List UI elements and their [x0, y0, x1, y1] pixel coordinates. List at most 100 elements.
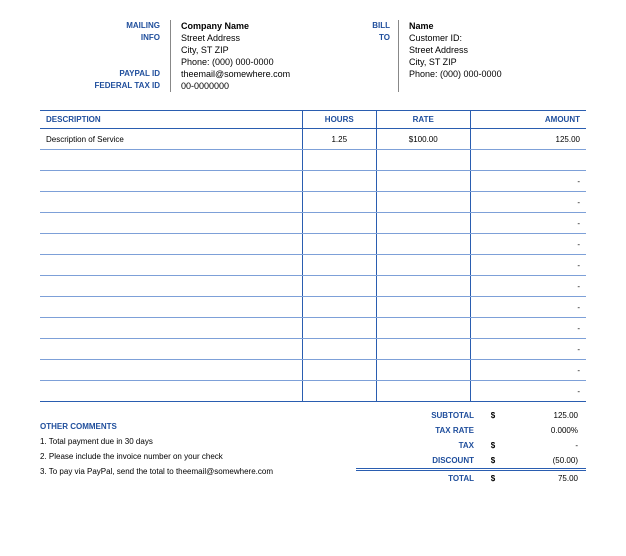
cell-hours	[303, 192, 377, 213]
table-row: -	[40, 213, 586, 234]
subtotal-cur: $	[484, 411, 502, 420]
cell-rate	[376, 339, 471, 360]
from-email: theemail@somewhere.com	[181, 68, 348, 80]
cell-amount: -	[471, 234, 587, 255]
to-citystate: City, ST ZIP	[409, 56, 576, 68]
table-row: Description of Service1.25$100.00125.00	[40, 129, 586, 150]
table-row	[40, 150, 586, 171]
cell-desc	[40, 192, 303, 213]
subtotal-val: 125.00	[502, 411, 582, 420]
cell-rate	[376, 234, 471, 255]
paypal-label: PAYPAL ID	[40, 68, 160, 80]
cell-hours	[303, 297, 377, 318]
to-street: Street Address	[409, 44, 576, 56]
taxrate-label: TAX RATE	[360, 426, 484, 435]
total-val: 75.00	[502, 474, 582, 483]
cell-desc	[40, 297, 303, 318]
cell-desc	[40, 360, 303, 381]
comments-block: OTHER COMMENTS 1. Total payment due in 3…	[40, 408, 356, 486]
th-hours: HOURS	[303, 111, 377, 129]
cell-amount: -	[471, 213, 587, 234]
cell-desc	[40, 171, 303, 192]
cell-amount: -	[471, 255, 587, 276]
taxrate-val: 0.000%	[502, 426, 582, 435]
cell-amount	[471, 150, 587, 171]
table-row: -	[40, 318, 586, 339]
table-row: -	[40, 171, 586, 192]
cell-rate	[376, 297, 471, 318]
comment-2: 2. Please include the invoice number on …	[40, 452, 346, 461]
table-row: -	[40, 297, 586, 318]
cell-desc	[40, 234, 303, 255]
footer: OTHER COMMENTS 1. Total payment due in 3…	[40, 408, 586, 486]
from-fedtax: 00-0000000	[181, 80, 348, 92]
cell-desc	[40, 276, 303, 297]
from-street: Street Address	[181, 32, 348, 44]
header-labels-left: MAILING INFO PAYPAL ID FEDERAL TAX ID	[40, 20, 170, 92]
cell-rate	[376, 381, 471, 402]
header: MAILING INFO PAYPAL ID FEDERAL TAX ID Co…	[40, 20, 586, 92]
th-desc: DESCRIPTION	[40, 111, 303, 129]
cell-desc	[40, 255, 303, 276]
table-row: -	[40, 234, 586, 255]
bill-label: BILL TO	[358, 20, 398, 92]
discount-label: DISCOUNT	[360, 456, 484, 465]
cell-rate: $100.00	[376, 129, 471, 150]
from-phone: Phone: (000) 000-0000	[181, 56, 348, 68]
totals-block: SUBTOTAL $ 125.00 TAX RATE 0.000% TAX $ …	[356, 408, 586, 486]
comment-1: 1. Total payment due in 30 days	[40, 437, 346, 446]
to-customer: Customer ID:	[409, 32, 576, 44]
table-row: -	[40, 360, 586, 381]
tax-val: -	[502, 441, 582, 450]
th-amount: AMOUNT	[471, 111, 587, 129]
cell-amount: -	[471, 381, 587, 402]
table-row: -	[40, 192, 586, 213]
to-name: Name	[409, 20, 576, 32]
cell-hours	[303, 360, 377, 381]
cell-hours	[303, 381, 377, 402]
from-company: Company Name	[181, 20, 348, 32]
comments-header: OTHER COMMENTS	[40, 422, 346, 431]
mailing-label-1: MAILING	[40, 20, 160, 32]
cell-amount: -	[471, 318, 587, 339]
cell-hours	[303, 150, 377, 171]
from-block: Company Name Street Address City, ST ZIP…	[170, 20, 358, 92]
from-citystate: City, ST ZIP	[181, 44, 348, 56]
cell-hours: 1.25	[303, 129, 377, 150]
cell-hours	[303, 276, 377, 297]
cell-amount: -	[471, 360, 587, 381]
tax-cur: $	[484, 441, 502, 450]
cell-rate	[376, 171, 471, 192]
discount-cur: $	[484, 456, 502, 465]
table-row: -	[40, 255, 586, 276]
total-label: TOTAL	[360, 474, 484, 483]
fedtax-label: FEDERAL TAX ID	[40, 80, 160, 92]
bill-label-1: BILL	[358, 20, 390, 32]
to-block: Name Customer ID: Street Address City, S…	[398, 20, 586, 92]
th-rate: RATE	[376, 111, 471, 129]
subtotal-label: SUBTOTAL	[360, 411, 484, 420]
cell-amount: -	[471, 276, 587, 297]
cell-desc	[40, 150, 303, 171]
table-row: -	[40, 276, 586, 297]
cell-rate	[376, 255, 471, 276]
items-table: DESCRIPTION HOURS RATE AMOUNT Descriptio…	[40, 110, 586, 402]
total-cur: $	[484, 474, 502, 483]
table-row: -	[40, 339, 586, 360]
cell-rate	[376, 150, 471, 171]
tax-label: TAX	[360, 441, 484, 450]
cell-amount: -	[471, 339, 587, 360]
cell-rate	[376, 213, 471, 234]
cell-hours	[303, 213, 377, 234]
cell-hours	[303, 171, 377, 192]
cell-rate	[376, 276, 471, 297]
cell-desc	[40, 318, 303, 339]
cell-desc	[40, 213, 303, 234]
cell-rate	[376, 192, 471, 213]
cell-hours	[303, 339, 377, 360]
cell-hours	[303, 318, 377, 339]
cell-rate	[376, 318, 471, 339]
cell-desc: Description of Service	[40, 129, 303, 150]
table-row: -	[40, 381, 586, 402]
cell-amount: -	[471, 297, 587, 318]
